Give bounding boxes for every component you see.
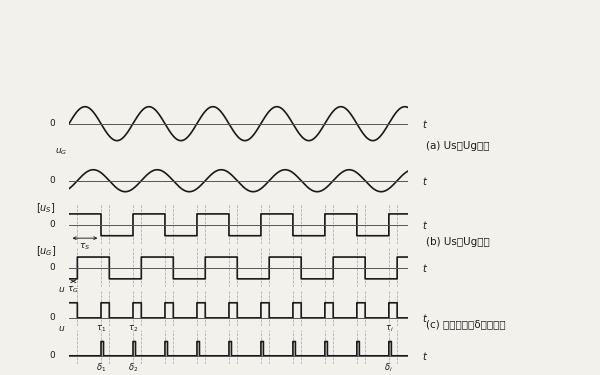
- Text: $\tau_i$: $\tau_i$: [385, 324, 393, 334]
- Text: $u$: $u$: [58, 324, 65, 333]
- Text: (a) Us、Ug波形: (a) Us、Ug波形: [426, 141, 490, 151]
- Text: $t$: $t$: [422, 312, 428, 324]
- Text: $\delta_i$: $\delta_i$: [385, 362, 393, 374]
- Text: 0: 0: [49, 264, 55, 273]
- Text: $\tau_S$: $\tau_S$: [79, 242, 91, 252]
- Text: (c) 对应相角差δ的矩形波: (c) 对应相角差δ的矩形波: [426, 319, 506, 329]
- Text: 0: 0: [49, 220, 55, 230]
- Text: $[u_S]$: $[u_S]$: [36, 201, 55, 215]
- Text: $\delta_2$: $\delta_2$: [128, 362, 138, 374]
- Text: $[u_G]$: $[u_G]$: [36, 244, 56, 258]
- Text: 0: 0: [49, 351, 55, 360]
- Text: $t$: $t$: [422, 350, 428, 362]
- Text: $u$: $u$: [58, 285, 65, 294]
- Text: 0: 0: [49, 176, 55, 185]
- Text: $t$: $t$: [422, 118, 428, 130]
- Text: (b) Us、Ug方波: (b) Us、Ug方波: [426, 237, 490, 247]
- Text: $\tau_2$: $\tau_2$: [128, 324, 138, 334]
- Text: $\tau_1$: $\tau_1$: [96, 324, 106, 334]
- Text: 0: 0: [49, 119, 55, 128]
- Text: $t$: $t$: [422, 219, 428, 231]
- Text: $\delta_1$: $\delta_1$: [96, 362, 106, 374]
- Text: $u_G$: $u_G$: [55, 146, 67, 157]
- Text: $t$: $t$: [422, 262, 428, 274]
- Text: $\tau_G$: $\tau_G$: [67, 285, 79, 296]
- Text: $t$: $t$: [422, 175, 428, 187]
- Text: 0: 0: [49, 314, 55, 322]
